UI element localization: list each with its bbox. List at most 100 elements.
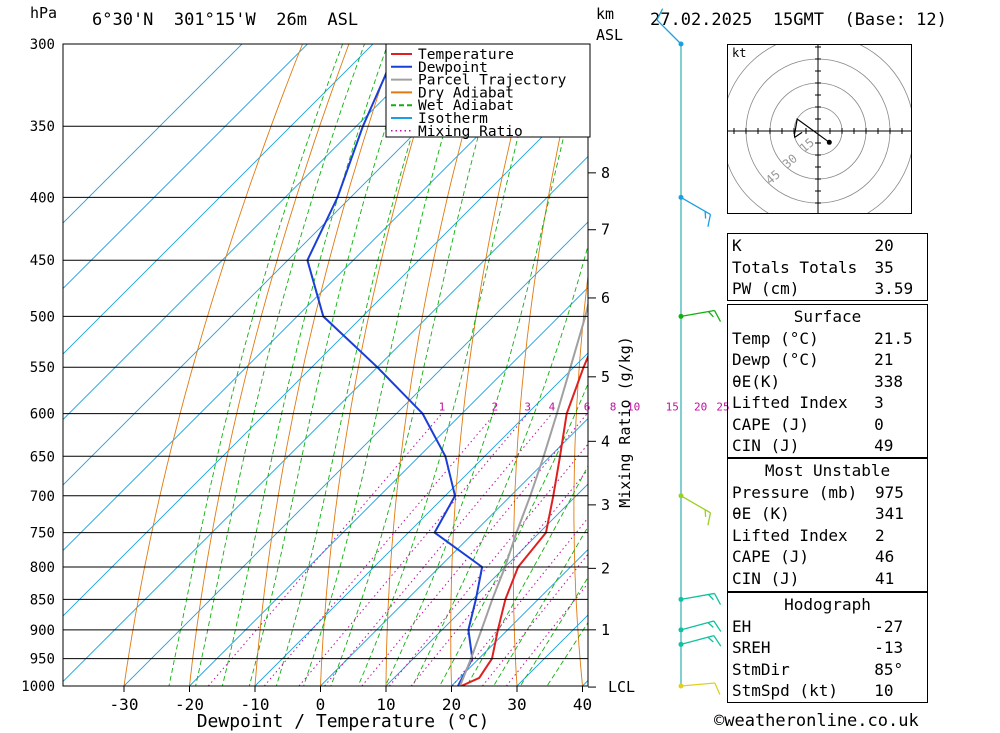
- most-unstable-table: Most Unstable Pressure (mb) 975 θE (K) 341 Li…: [728, 460, 927, 589]
- index-row: θE(K) 338: [728, 371, 927, 393]
- mixing-ratio-label: 15: [666, 401, 679, 414]
- dry-adiabat-line: [189, 44, 350, 686]
- mixing-ratio-label: 1: [439, 401, 446, 414]
- index-value: 341: [874, 504, 904, 523]
- pressure-unit-label: hPa: [30, 4, 58, 22]
- mixing-ratio-line: [388, 443, 588, 686]
- pressure-tick-label: 550: [30, 360, 55, 376]
- index-value: 85°: [874, 659, 904, 679]
- hodograph-ring-label: 45: [763, 167, 783, 187]
- index-key: SREH: [732, 638, 771, 657]
- index-key: θE(K): [732, 371, 781, 391]
- legend-item-label: Dewpoint: [418, 60, 488, 76]
- index-value: 338: [874, 371, 903, 391]
- index-value: 3.59: [874, 279, 914, 298]
- height-tick-label: 2: [601, 559, 610, 577]
- index-row: Dewp (°C) 21: [728, 349, 927, 371]
- wind-barb-feather: [707, 594, 714, 601]
- x-tick-label: -30: [110, 695, 139, 714]
- wind-barb-feather: [656, 8, 664, 21]
- parcel-trajectory-line: [459, 300, 588, 686]
- wind-barb-feather: [707, 311, 714, 318]
- hodograph-end-marker: [826, 139, 832, 145]
- index-section-title: Hodograph: [784, 595, 871, 614]
- location-title: 6°30'N 301°15'W 26m ASL: [92, 10, 359, 30]
- legend-box: [385, 43, 591, 138]
- index-key: StmDir: [732, 659, 790, 679]
- index-value: 35: [874, 257, 894, 277]
- mixing-ratio-line: [324, 413, 553, 686]
- height-tick-label: 1: [601, 621, 610, 639]
- wet-adiabat-line: [248, 44, 414, 686]
- legend-item-label: Dry Adiabat: [418, 85, 514, 101]
- x-tick-label: 30: [507, 695, 526, 714]
- pressure-tick-label: 800: [30, 560, 55, 576]
- index-value: -27: [874, 616, 904, 636]
- mixing-ratio-line: [298, 413, 529, 686]
- index-row: PW (cm) 3.59: [728, 278, 927, 300]
- index-row: StmDir 85°: [728, 659, 927, 681]
- mixing-ratio-line: [451, 517, 588, 686]
- wind-barb-feather: [707, 214, 712, 227]
- wind-barb: [678, 682, 721, 695]
- index-key: CAPE (J): [732, 414, 810, 434]
- pressure-tick-label: 700: [30, 489, 55, 505]
- wind-barb: [678, 194, 712, 227]
- x-axis-label: Dewpoint / Temperature (°C): [197, 711, 490, 732]
- legend-item-label: Isotherm: [418, 111, 488, 127]
- wind-barb-feather: [713, 310, 722, 322]
- x-tick-label: -20: [175, 695, 204, 714]
- index-row: Temp (°C) 21.5: [728, 328, 927, 350]
- mixing-ratio-label: 3: [524, 401, 531, 414]
- wind-barb: [678, 592, 722, 605]
- height-tick-label: 8: [601, 164, 610, 182]
- wind-barb-staff: [680, 196, 711, 215]
- index-row: EH -27: [728, 616, 927, 638]
- index-key: Lifted Index: [732, 525, 848, 545]
- index-section-title: Surface: [793, 307, 862, 326]
- wet-adiabat-line: [168, 44, 344, 686]
- index-row: SREH -13: [728, 637, 927, 659]
- wet-adiabat-line: [493, 525, 588, 686]
- mixing-ratio-label: 4: [549, 401, 556, 414]
- index-row: CIN (J) 49: [728, 435, 927, 457]
- height-tick-label: 6: [601, 289, 610, 307]
- pressure-tick-label: 1000: [21, 679, 55, 695]
- pressure-tick-label: 400: [30, 190, 55, 206]
- wet-adiabat-line: [195, 44, 365, 686]
- wind-barb-feather: [707, 636, 714, 643]
- index-key: EH: [732, 616, 752, 636]
- isotherm-line: [385, 483, 588, 686]
- hodograph-trace: [793, 117, 830, 143]
- wind-barb: [656, 8, 684, 47]
- index-key: CAPE (J): [732, 547, 810, 566]
- legend-item-label: Parcel Trajectory: [418, 73, 567, 89]
- indices-table-basic: K 20 Totals Totals 35 PW (cm) 3.59: [728, 235, 927, 300]
- site-credit: ©weatheronline.co.uk: [714, 711, 919, 731]
- index-key: CIN (J): [732, 568, 800, 588]
- index-value: 21.5: [874, 328, 913, 348]
- pressure-tick-label: 950: [30, 652, 55, 668]
- mixing-ratio-label: 6: [584, 401, 591, 414]
- index-key: PW (cm): [732, 279, 800, 298]
- surface-table: Surface Temp (°C) 21.5 Dewp (°C) 21 θE(K) 338 L…: [728, 306, 927, 457]
- height-unit-top: km: [596, 5, 615, 23]
- wind-barb-feather: [707, 512, 712, 526]
- dry-adiabat-line: [951, 0, 1000, 712]
- legend-item-label: Temperature: [418, 47, 514, 63]
- hodograph-panel: kt 15 30 45: [721, 34, 915, 228]
- wind-barb: [678, 620, 722, 633]
- hodograph-unit: kt: [732, 46, 746, 60]
- index-row: CAPE (J) 0: [728, 414, 927, 436]
- isotherm-line: [63, 44, 309, 290]
- wet-adiabat-line: [439, 382, 588, 686]
- legend-item-label: Mixing Ratio: [418, 124, 523, 140]
- x-tick-label: 20: [442, 695, 461, 714]
- wind-barb-staff: [680, 682, 715, 687]
- index-value: 49: [874, 436, 894, 455]
- index-value: 41: [874, 568, 895, 588]
- index-row: Pressure (mb) 975: [728, 482, 927, 504]
- index-row: θE (K) 341: [728, 503, 927, 525]
- most-unstable-box: Most Unstable Pressure (mb) 975 θE (K) 341 Li…: [727, 458, 928, 592]
- height-tick-label: 7: [601, 221, 610, 239]
